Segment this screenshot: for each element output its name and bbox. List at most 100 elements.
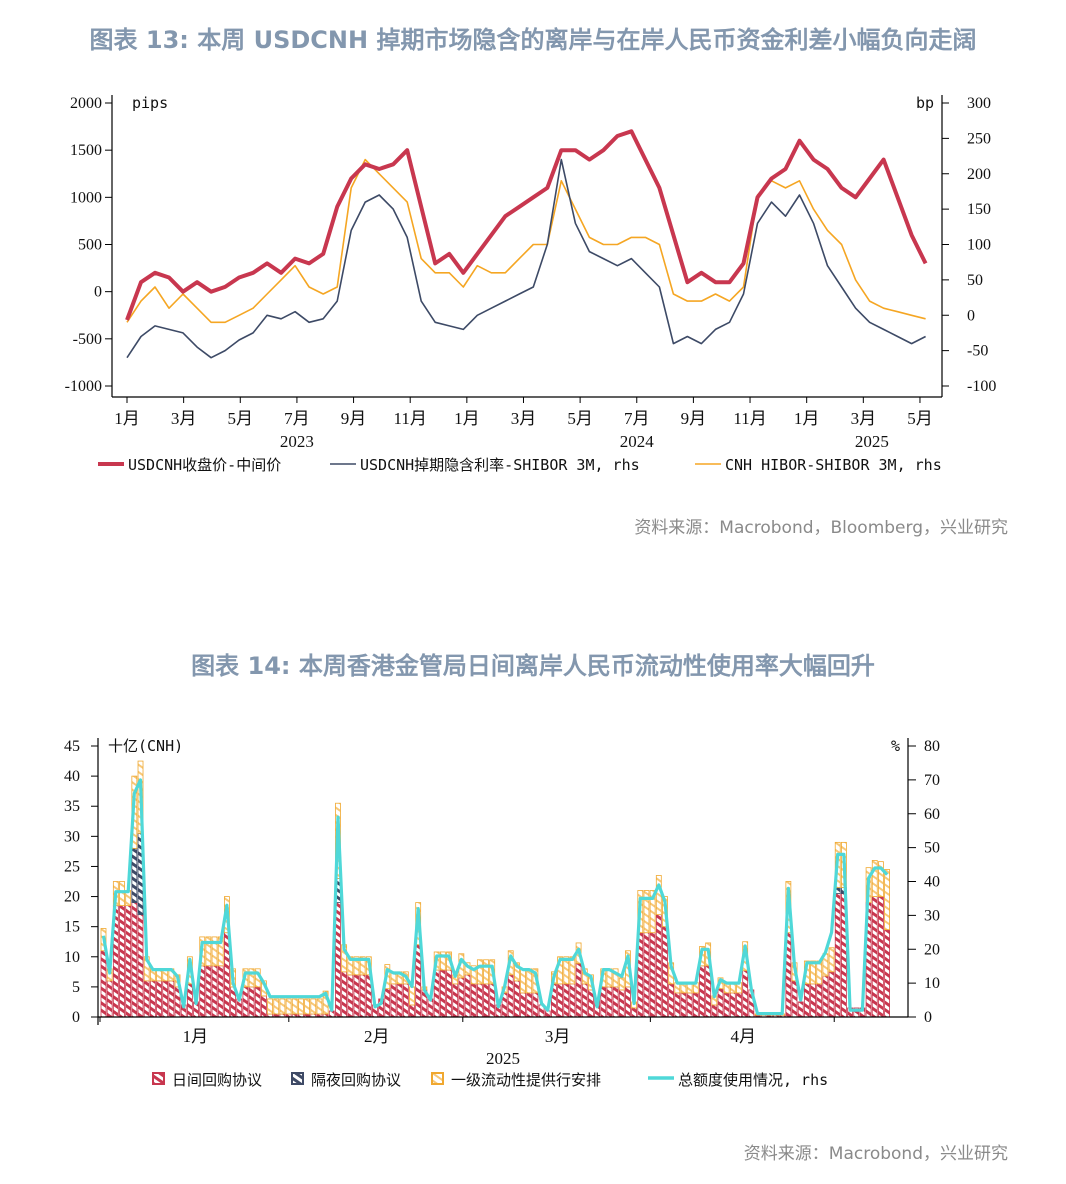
bar-intraday-repo (526, 992, 533, 1018)
bar-intraday-repo (871, 896, 878, 1018)
left-tick-label: 5 (72, 979, 80, 996)
bar-primary-liquidity (285, 998, 292, 1015)
bar-intraday-repo (575, 963, 582, 1018)
right-tick-label: 40 (924, 874, 940, 891)
bar-primary-liquidity (526, 968, 533, 994)
left-tick-label: 1000 (70, 189, 102, 206)
left-tick-label: -500 (73, 331, 102, 348)
bar-intraday-repo (125, 905, 132, 1018)
bar-primary-liquidity (310, 998, 317, 1015)
bar-intraday-repo (483, 983, 489, 1018)
bar-primary-liquidity (353, 956, 360, 976)
usage-line (101, 778, 889, 1016)
bar-primary-liquidity (655, 875, 662, 916)
bar-intraday-repo (137, 914, 144, 1018)
bar-intraday-repo (588, 989, 594, 1018)
bar-intraday-repo (816, 983, 823, 1018)
x-tick-label: 5月 (228, 409, 254, 428)
legend-label-cnh-hibor-minus-shibor: CNH HIBOR-SHIBOR 3M, rhs (725, 456, 942, 474)
year-label: 2023 (280, 432, 314, 451)
bar-intraday-repo (569, 983, 576, 1018)
bar-intraday-repo (563, 983, 570, 1018)
bar-intraday-repo (507, 974, 514, 1018)
bar-intraday-repo (143, 980, 150, 1018)
legend-swatch-primary-liquidity (431, 1072, 444, 1085)
bar-primary-liquidity (816, 960, 823, 985)
bar-primary-liquidity (211, 936, 218, 967)
x-tick-label: 1月 (183, 1027, 209, 1046)
bar-intraday-repo (544, 1010, 551, 1018)
bar-intraday-repo (686, 992, 693, 1018)
bar-intraday-repo (581, 983, 588, 1018)
chart2-source: 资料来源：Macrobond，兴业研究 (743, 1144, 1008, 1164)
bar-intraday-repo (106, 980, 113, 1018)
bar-intraday-repo (655, 914, 662, 1018)
bar-intraday-repo (149, 980, 156, 1018)
bar-intraday-repo (711, 1004, 718, 1018)
right-tick-label: 10 (924, 975, 940, 992)
bar-primary-liquidity (612, 968, 619, 988)
right-tick-label: 80 (924, 738, 940, 755)
bar-intraday-repo (828, 971, 835, 1018)
bar-intraday-repo (168, 980, 175, 1018)
bar-primary-liquidity (483, 959, 489, 985)
x-tick-label: 2月 (364, 1027, 390, 1046)
bar-intraday-repo (631, 1007, 638, 1018)
left-tick-label: 500 (78, 236, 102, 253)
chart1-source: 资料来源：Macrobond，Bloomberg，兴业研究 (634, 518, 1008, 538)
bar-intraday-repo (600, 986, 607, 1018)
bar-intraday-repo (119, 905, 125, 1018)
bar-primary-liquidity (563, 956, 570, 985)
bar-intraday-repo (353, 974, 360, 1018)
bar-intraday-repo (884, 929, 890, 1018)
bar-primary-liquidity (520, 968, 526, 994)
bar-primary-liquidity (291, 998, 298, 1015)
bar-intraday-repo (878, 896, 884, 1018)
bar-intraday-repo (402, 983, 409, 1018)
x-tick-label: 5月 (907, 409, 933, 428)
right-tick-label: 200 (967, 166, 991, 183)
right-unit-label: % (891, 737, 900, 755)
year-label: 2024 (620, 432, 655, 451)
bar-intraday-repo (186, 983, 193, 1018)
bar-primary-liquidity (828, 947, 835, 973)
left-tick-label: 25 (64, 858, 80, 875)
bar-primary-liquidity (273, 998, 280, 1015)
bar-primary-liquidity (298, 998, 304, 1015)
legend-label-overnight-repo: 隔夜回购协议 (311, 1071, 401, 1089)
bar-intraday-repo (717, 988, 724, 1018)
right-tick-label: 50 (924, 840, 940, 857)
bar-primary-liquidity (513, 962, 520, 982)
x-tick-label: 3月 (851, 409, 877, 428)
x-tick-label: 3月 (511, 409, 537, 428)
right-tick-label: 150 (967, 201, 991, 218)
legend-label-usage: 总额度使用情况, rhs (678, 1071, 828, 1089)
legend-swatch-intraday-repo (152, 1072, 165, 1085)
right-tick-label: 250 (967, 130, 991, 147)
bar-intraday-repo (217, 965, 224, 1018)
x-tick-label: 3月 (545, 1027, 571, 1046)
bar-intraday-repo (513, 980, 520, 1018)
bar-primary-liquidity (409, 986, 415, 1006)
legend-label-intraday-repo: 日间回购协议 (172, 1071, 262, 1089)
bar-intraday-repo (532, 992, 539, 1018)
bar-intraday-repo (162, 980, 169, 1018)
x-tick-label: 5月 (567, 409, 593, 428)
bar-primary-liquidity (205, 936, 212, 967)
bar-primary-liquidity (439, 951, 446, 971)
x-tick-label: 1月 (454, 409, 480, 428)
series-line-cnh-hibor-minus-shibor (126, 158, 926, 324)
legend-label-swap-implied-rate-minus-shibor: USDCNH掉期隐含利率-SHIBOR 3M, rhs (360, 456, 640, 474)
bar-primary-liquidity (316, 998, 323, 1015)
bar-intraday-repo (248, 986, 255, 1018)
bar-intraday-repo (211, 965, 218, 1018)
left-unit-label: 十亿(CNH) (108, 737, 183, 755)
bar-intraday-repo (261, 995, 267, 1018)
right-tick-label: -100 (967, 378, 996, 395)
bar-primary-liquidity (884, 869, 890, 931)
bar-primary-liquidity (359, 956, 366, 976)
bar-intraday-repo (446, 969, 452, 1018)
bar-primary-liquidity (267, 998, 273, 1015)
bar-intraday-repo (606, 986, 613, 1018)
